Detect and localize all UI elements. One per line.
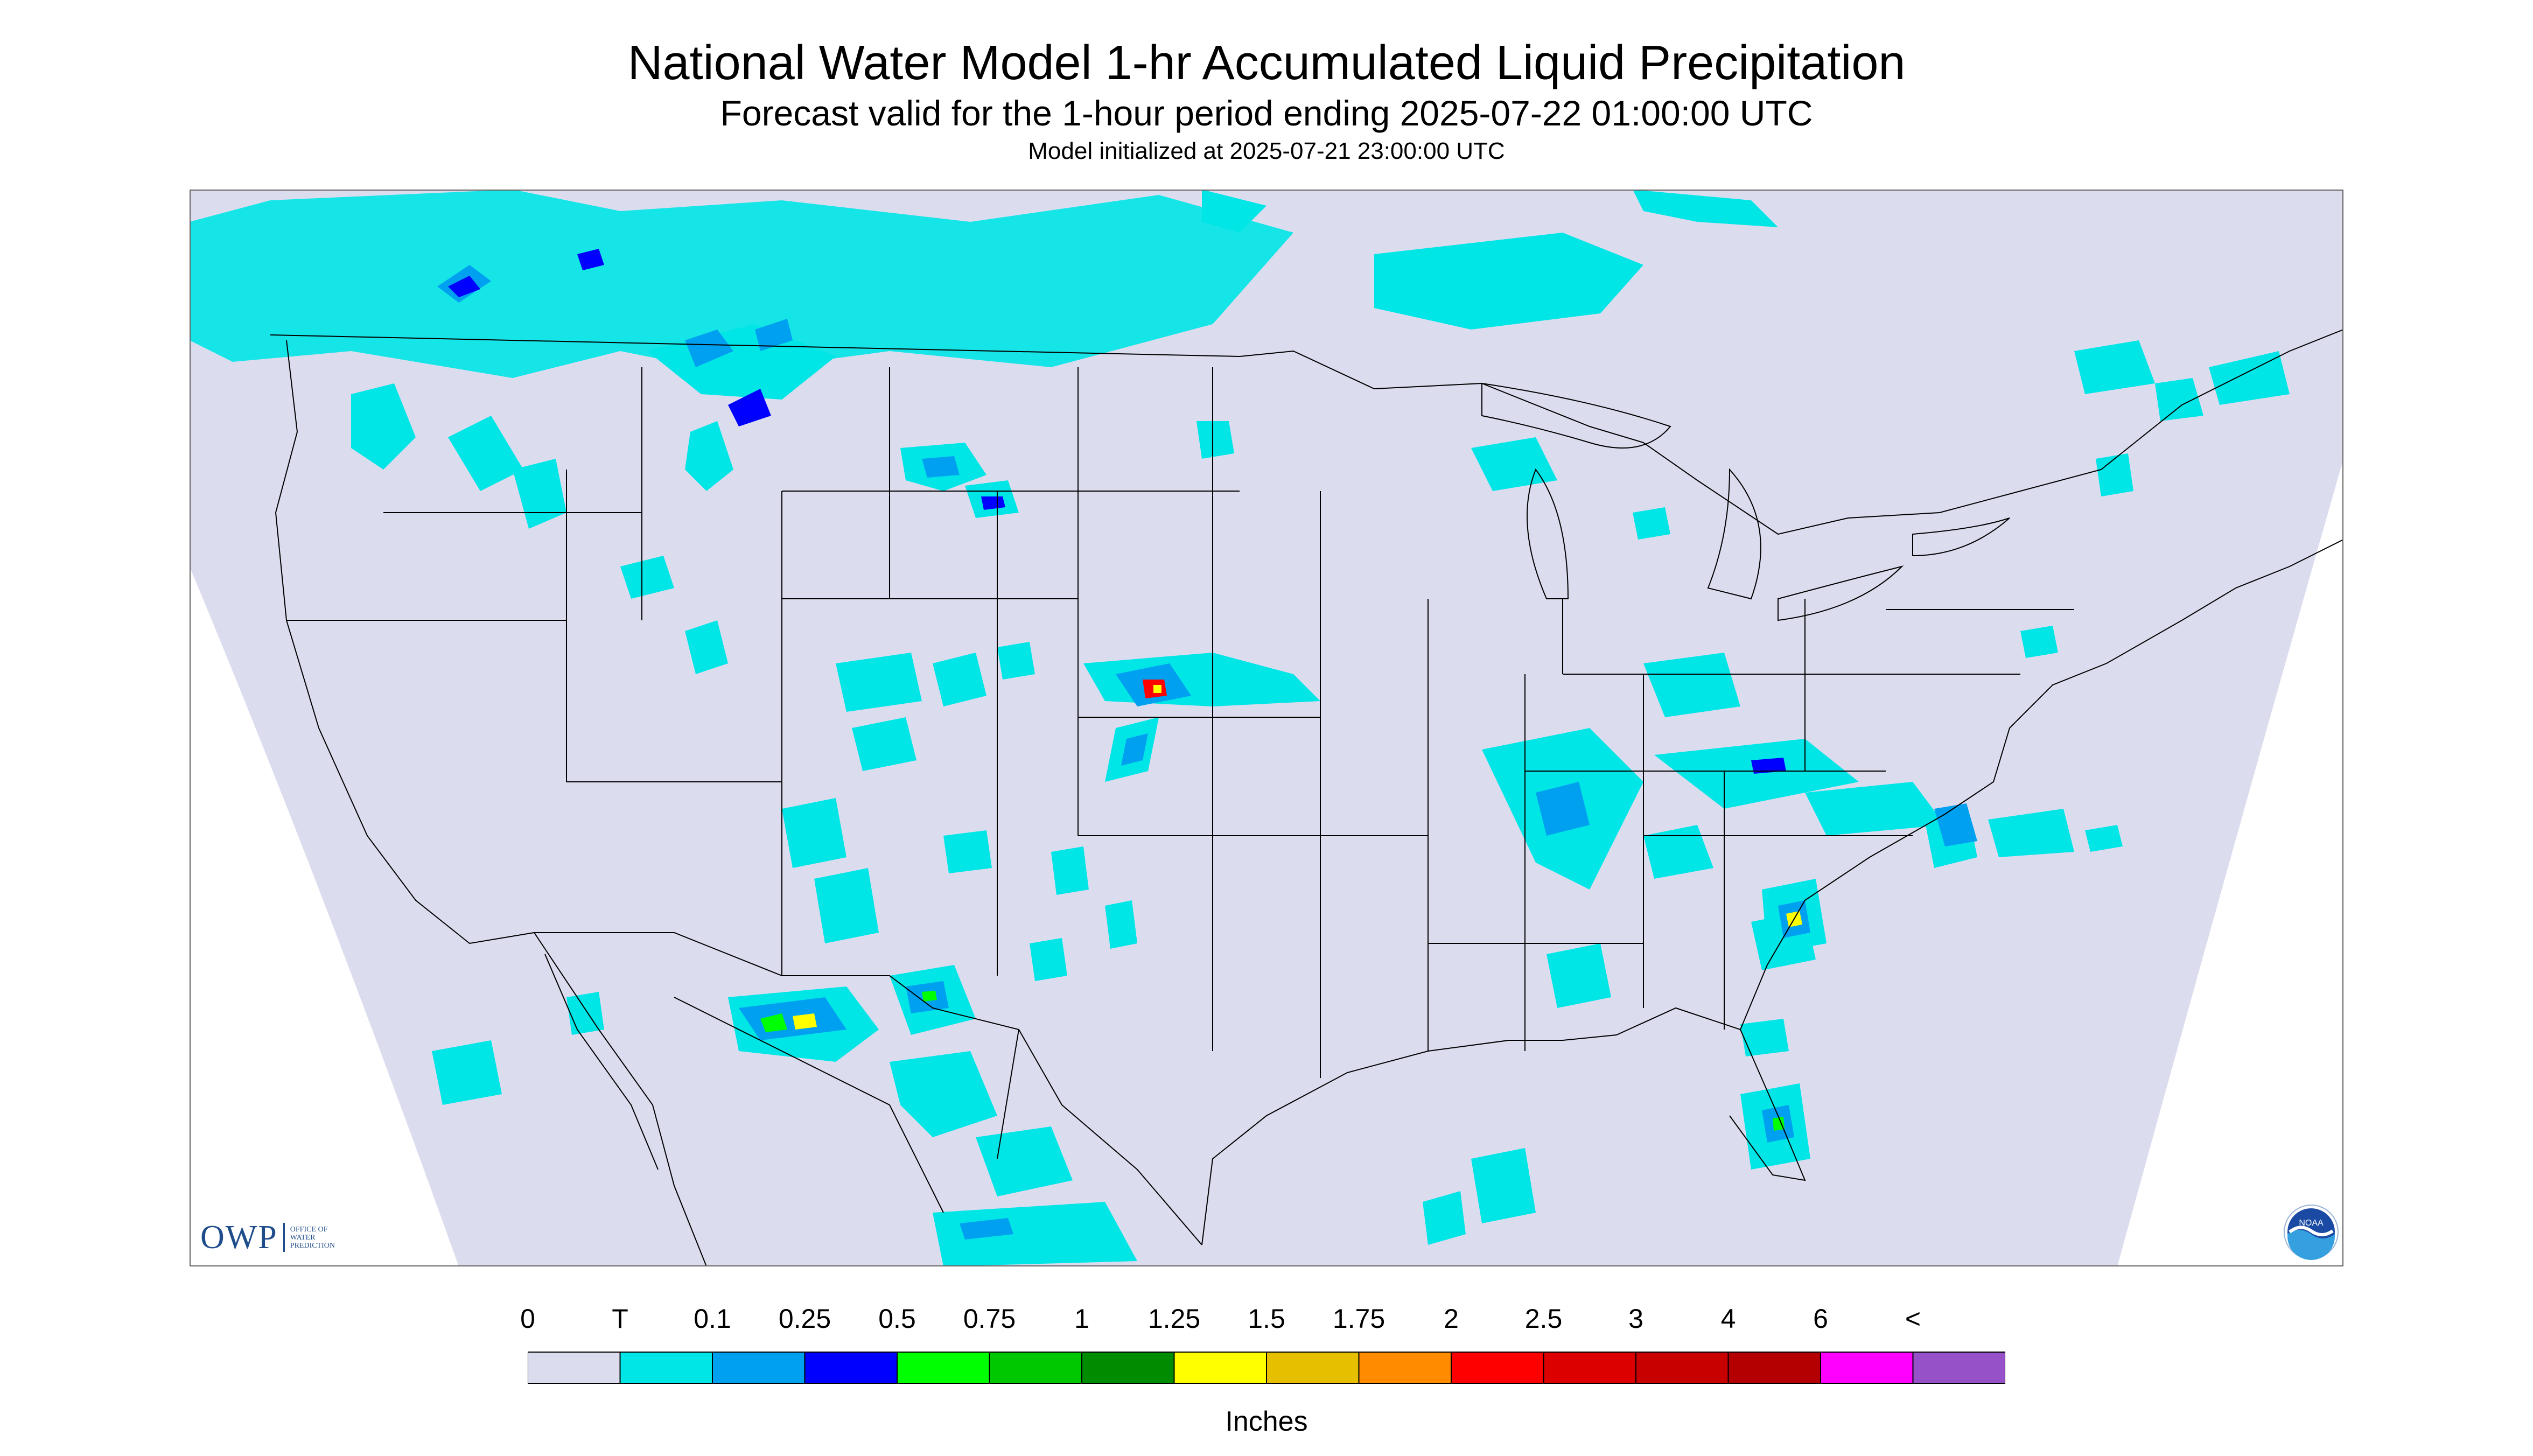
legend-swatch-3 xyxy=(804,1352,898,1384)
us-canada-border xyxy=(270,329,2343,535)
legend-swatch-5 xyxy=(989,1352,1082,1384)
legend-label-1: T xyxy=(612,1304,628,1334)
us-mexico-border xyxy=(534,932,1202,1245)
legend-label-3: 0.25 xyxy=(778,1304,831,1334)
legend-label-12: 3 xyxy=(1628,1304,1643,1334)
owp-logo: OWP OFFICE OF WATER PREDICTION xyxy=(200,1219,335,1256)
owp-logo-subtext: OFFICE OF WATER PREDICTION xyxy=(290,1225,335,1250)
legend-swatch-7 xyxy=(1173,1352,1267,1384)
svg-text:NOAA: NOAA xyxy=(2299,1219,2324,1228)
legend-swatch-8 xyxy=(1266,1352,1360,1384)
legend-label-15: < xyxy=(1905,1304,1921,1334)
legend-label-6: 1 xyxy=(1074,1304,1089,1334)
gulf-coast xyxy=(1201,1007,1806,1245)
chart-title: National Water Model 1-hr Accumulated Li… xyxy=(627,36,1906,90)
noaa-logo: NOAA xyxy=(2284,1205,2339,1260)
chart-subtitle: Forecast valid for the 1-hour period end… xyxy=(720,93,1813,133)
legend-label-13: 4 xyxy=(1720,1304,1736,1334)
legend-label-5: 0.75 xyxy=(963,1304,1016,1334)
model-init-label: Model initialized at 2025-07-21 23:00:00… xyxy=(1028,138,1505,164)
boundary-lines xyxy=(270,329,2343,1266)
pacific-coast xyxy=(275,340,707,1266)
legend-colorbar xyxy=(528,1352,2005,1384)
legend-swatch-1 xyxy=(619,1352,713,1384)
precipitation-map xyxy=(190,190,2343,1266)
legend-swatch-13 xyxy=(1727,1352,1821,1384)
legend-swatch-10 xyxy=(1451,1352,1544,1384)
legend-swatch-4 xyxy=(897,1352,990,1384)
legend-label-9: 1.75 xyxy=(1332,1304,1386,1334)
legend-swatch-2 xyxy=(712,1352,806,1384)
legend-label-2: 0.1 xyxy=(694,1304,731,1334)
legend-label-7: 1.25 xyxy=(1147,1304,1201,1334)
owp-logo-separator xyxy=(283,1223,285,1252)
legend-label-10: 2 xyxy=(1444,1304,1459,1334)
legend-label-14: 6 xyxy=(1813,1304,1828,1334)
legend-swatch-9 xyxy=(1358,1352,1452,1384)
legend-swatch-14 xyxy=(1820,1352,1914,1384)
atlantic-coast xyxy=(1740,539,2343,1030)
legend-label-0: 0 xyxy=(520,1304,535,1334)
legend-units: Inches xyxy=(1225,1406,1308,1437)
owp-logo-text: OWP xyxy=(200,1219,278,1256)
legend-label-11: 2.5 xyxy=(1524,1304,1563,1334)
legend-swatch-11 xyxy=(1543,1352,1636,1384)
precipitation-layer xyxy=(190,190,2290,1266)
great-lakes xyxy=(1481,382,2010,621)
legend-swatch-0 xyxy=(528,1352,621,1384)
legend-swatch-6 xyxy=(1081,1352,1175,1384)
legend-swatch-12 xyxy=(1635,1352,1729,1384)
legend-label-4: 0.5 xyxy=(878,1304,916,1334)
legend-label-8: 1.5 xyxy=(1248,1304,1285,1334)
legend-swatch-15 xyxy=(1912,1352,2005,1384)
